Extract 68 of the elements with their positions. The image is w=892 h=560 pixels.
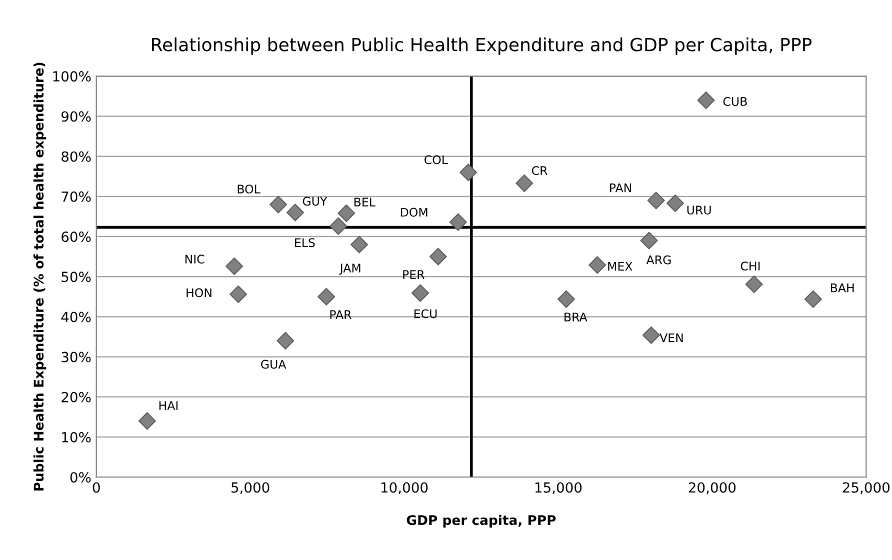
point <box>697 91 715 109</box>
annotation: PAN <box>610 184 632 192</box>
annotation: COL <box>424 155 448 164</box>
annotation: ELS <box>295 238 315 248</box>
annotation: ECU <box>414 309 437 318</box>
y-tick-label: 40% <box>61 312 91 322</box>
annotation: URU <box>687 206 711 215</box>
point <box>338 204 356 222</box>
point <box>286 204 304 222</box>
annotation: BEL <box>354 198 376 206</box>
point <box>666 194 684 212</box>
y-tick-label: 80% <box>62 151 91 162</box>
annotation: JAM <box>339 264 360 275</box>
annotation: GUY <box>302 196 328 206</box>
point <box>642 326 660 344</box>
point <box>460 164 478 182</box>
annotation: BRA <box>564 312 588 322</box>
point <box>318 288 336 306</box>
point <box>449 213 467 231</box>
annotation: CR <box>532 166 548 176</box>
x-tick-label: 10,000 <box>381 482 428 494</box>
point <box>557 290 575 308</box>
point <box>745 275 763 294</box>
x-tick-label: 25,000 <box>842 482 890 494</box>
point <box>429 248 447 266</box>
annotation: NIC <box>185 254 204 264</box>
point <box>411 284 430 302</box>
y-tick-label: 10% <box>62 432 91 442</box>
point <box>647 192 665 210</box>
point <box>230 286 248 304</box>
annotation: BOL <box>238 184 260 194</box>
x-tick-label: 0 <box>92 482 100 493</box>
y-tick-label: 70% <box>62 191 91 202</box>
annotation: ARG <box>646 255 671 264</box>
annotation: PER <box>403 270 424 279</box>
annotation: GUA <box>261 360 286 369</box>
annotation: VEN <box>660 334 683 342</box>
chart-title: Relationship between Public Health Expenditure and GDP per Capita, PPP <box>152 37 812 55</box>
x-axis-title: GDP per capita, PPP <box>406 514 556 528</box>
y-axis-title: Public Health Expenditure (% of total health expenditure) <box>33 62 46 490</box>
y-tick-label: 60% <box>62 232 91 242</box>
annotation: PAR <box>330 310 352 319</box>
annotation: CHI <box>740 262 760 271</box>
point <box>804 290 822 308</box>
annotation: HON <box>186 288 212 298</box>
y-tick-label: 0% <box>70 472 91 483</box>
annotation: HAI <box>159 401 178 410</box>
y-tick-label: 100% <box>53 71 91 82</box>
annotation: DOM <box>400 208 428 217</box>
y-tick-label: 90% <box>61 111 91 122</box>
point <box>138 412 156 430</box>
point <box>516 174 534 192</box>
y-tick-label: 20% <box>62 392 91 402</box>
point <box>330 217 348 235</box>
annotation: CUB <box>723 97 747 106</box>
annotation: MEX <box>608 262 632 271</box>
annotation: BAH <box>830 284 854 292</box>
point <box>350 236 368 254</box>
x-tick-label: 5,000 <box>231 482 270 494</box>
y-tick-label: 30% <box>62 352 91 362</box>
point <box>640 232 658 250</box>
x-tick-label: 15,000 <box>535 482 582 494</box>
y-tick-label: 50% <box>62 272 91 282</box>
point <box>226 257 244 275</box>
point <box>270 196 288 214</box>
point <box>588 256 606 274</box>
point <box>276 332 294 350</box>
x-tick-label: 20,000 <box>688 482 736 494</box>
